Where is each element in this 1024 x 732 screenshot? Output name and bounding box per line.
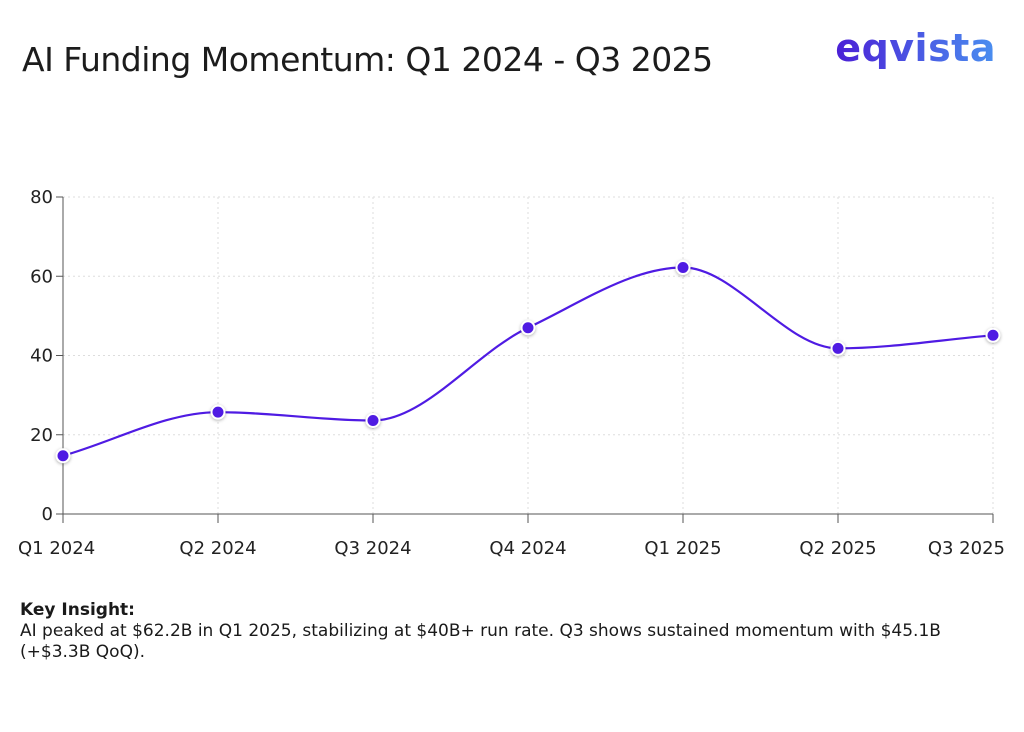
data-point [55, 448, 71, 464]
key-insight-title: Key Insight: [20, 600, 135, 620]
x-tick-label: Q3 2024 [334, 538, 411, 559]
x-tick-label: Q1 2025 [644, 538, 721, 559]
y-tick-label: 60 [30, 266, 53, 287]
x-tick-label: Q2 2025 [799, 538, 876, 559]
line-chart: 0 20 40 60 80 Q1 2024 Q2 2024 Q3 2024 Q4 2024 Q1 … [18, 187, 1005, 559]
data-point [675, 260, 691, 276]
x-tick-label: Q1 2024 [18, 538, 95, 559]
x-tick-label: Q3 2025 [928, 538, 1005, 559]
grid-lines [63, 196, 994, 514]
x-tick-label: Q2 2024 [179, 538, 256, 559]
key-insight-text: AI peaked at $62.2B in Q1 2025, stabiliz… [20, 621, 941, 662]
y-tick-label: 20 [30, 425, 53, 446]
key-insight: Key Insight: AI peaked at $62.2B in Q1 2… [20, 600, 1010, 663]
y-tick-label: 40 [30, 346, 53, 367]
data-point [830, 340, 846, 356]
data-points [55, 260, 1001, 464]
axes: 0 20 40 60 80 Q1 2024 Q2 2024 Q3 2024 Q4 2024 Q1 … [18, 187, 1005, 559]
x-tick-label: Q4 2024 [489, 538, 566, 559]
chart-title: AI Funding Momentum: Q1 2024 - Q3 2025 [22, 40, 713, 79]
y-tick-label: 0 [42, 504, 53, 525]
data-point [365, 412, 381, 428]
eqvista-logo: eqvista [835, 26, 996, 70]
data-point [985, 327, 1001, 343]
data-point [210, 404, 226, 420]
y-tick-label: 80 [30, 187, 53, 208]
data-point [520, 320, 536, 336]
